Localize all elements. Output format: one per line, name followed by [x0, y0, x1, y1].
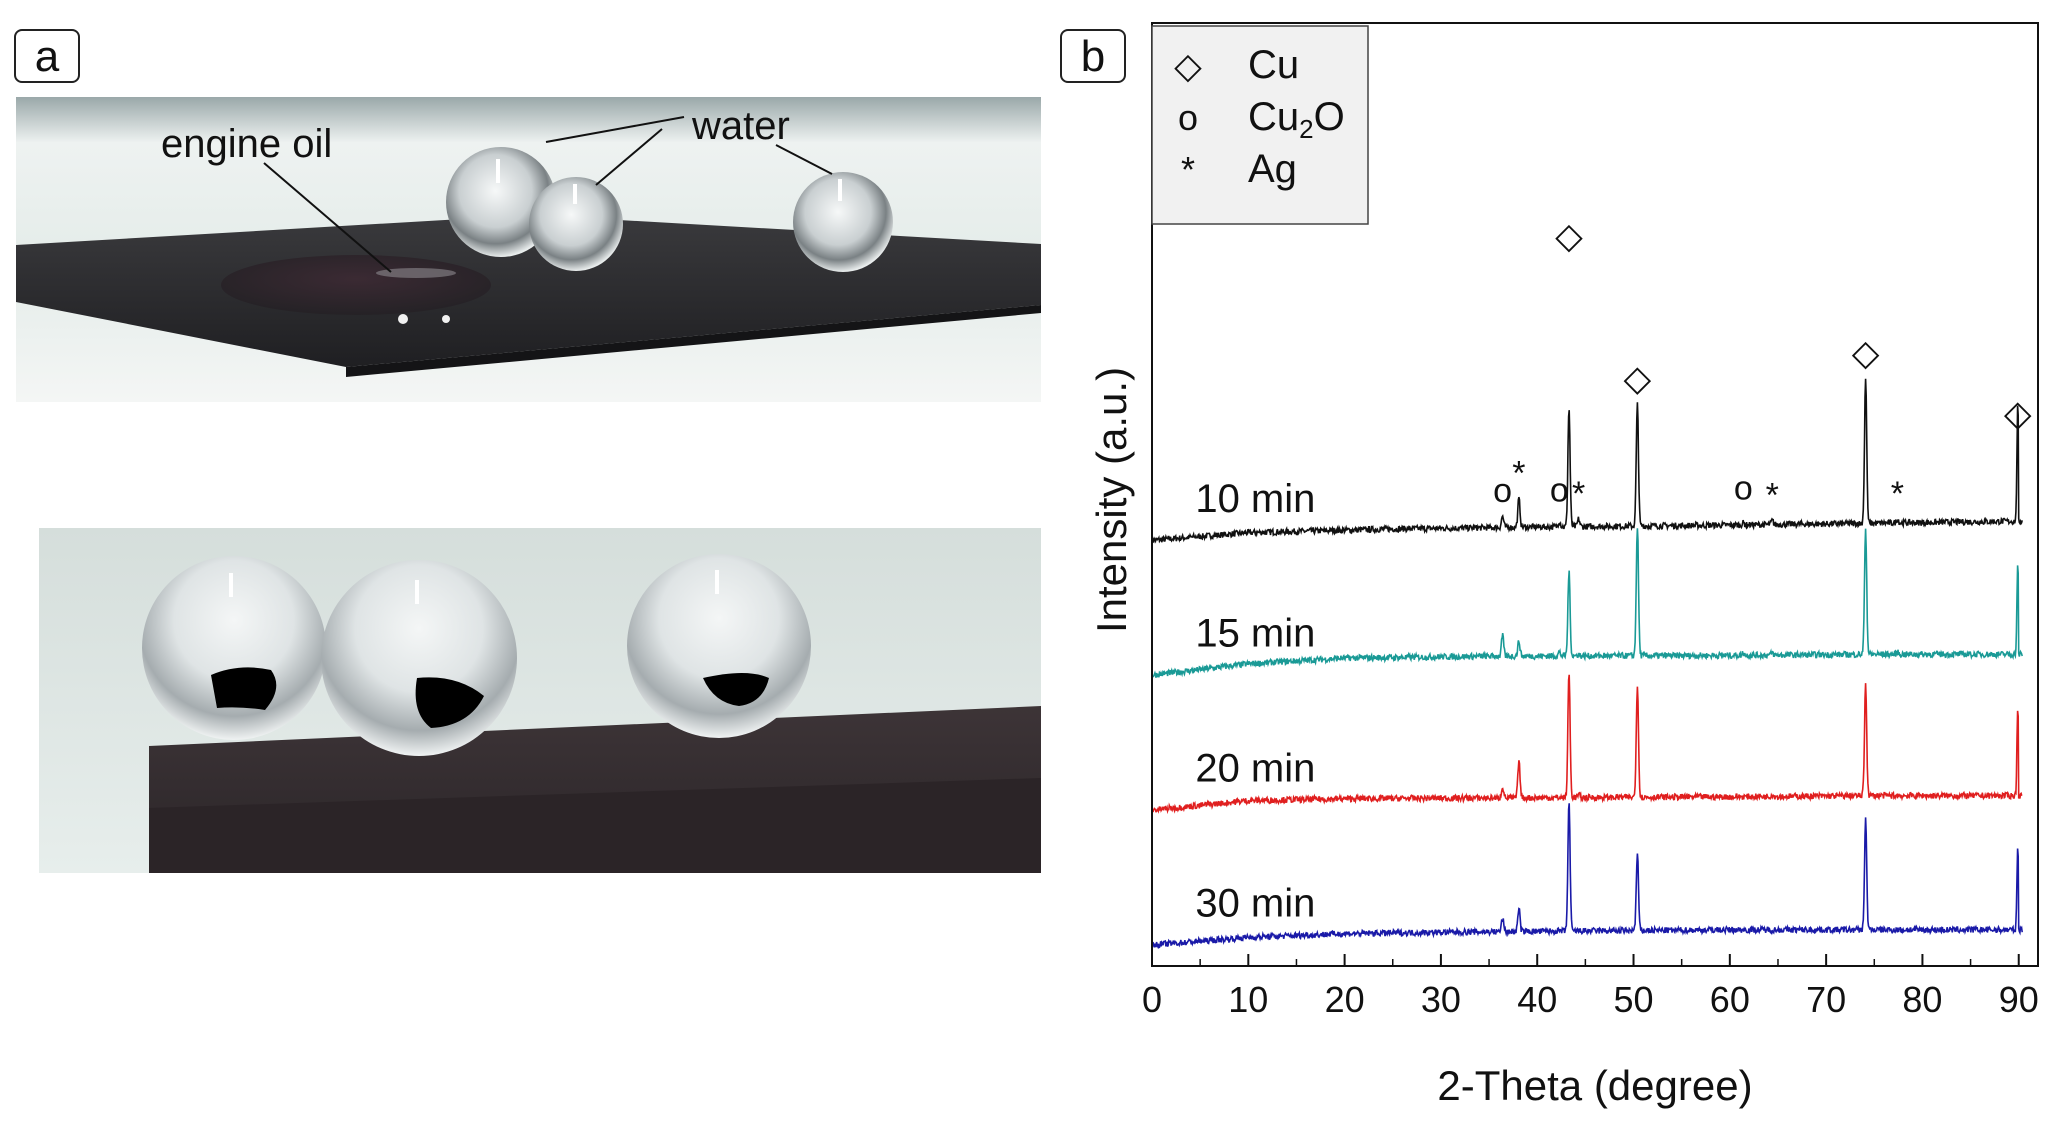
x-tick-label: 30	[1421, 979, 1461, 1020]
legend-label: Cu2O	[1248, 95, 1345, 144]
series-label: 10 min	[1195, 477, 1315, 521]
panel-a-label: a	[14, 29, 80, 83]
legend-label: Ag	[1248, 147, 1297, 191]
x-axis-label: 2-Theta (degree)	[1437, 1062, 1752, 1109]
peak-marker: ◇	[1555, 215, 1583, 256]
x-tick-label: 50	[1613, 979, 1653, 1020]
plot-frame	[1151, 22, 2039, 967]
peak-markers: ◇◇◇◇o * o * o * *	[1493, 215, 2032, 515]
legend-symbol: *	[1181, 149, 1195, 190]
series-30-min	[1151, 803, 2023, 950]
x-axis-ticks: 0 10 20 30 40 50 60 70 80 90	[1142, 954, 2039, 1020]
series-curves	[1151, 378, 2023, 950]
peak-marker: *	[1891, 475, 1904, 513]
legend-symbol: ◇	[1174, 45, 1202, 86]
peak-marker: ◇	[2004, 392, 2032, 433]
water-label: water	[691, 104, 790, 148]
xrd-chart: ◇ ◇ ◇ ◇ o * o * o * * 10 min 15 min 20 min 30 min 0 10…	[1080, 0, 2066, 1129]
peak-marker: *	[1766, 477, 1779, 515]
series-10-min	[1151, 378, 2023, 544]
photo-water-and-oil-droplets: water engine oil	[16, 97, 1041, 402]
legend: ◇ Cu o Cu2O * Ag	[1151, 25, 1369, 225]
series-15-min	[1151, 528, 2023, 679]
x-tick-label: 10	[1228, 979, 1268, 1020]
series-label: 20 min	[1195, 747, 1315, 791]
x-tick-label: 70	[1806, 979, 1846, 1020]
x-tick-label: 60	[1710, 979, 1750, 1020]
peak-marker: o	[1493, 472, 1512, 510]
photo-water-droplets-closeup	[39, 528, 1041, 873]
peak-marker: ◇	[1624, 357, 1652, 398]
x-tick-label: 40	[1517, 979, 1557, 1020]
y-axis-label: Intensity (a.u.)	[1088, 367, 1135, 633]
series-20-min	[1151, 674, 2023, 815]
peak-marker: *	[1572, 475, 1585, 513]
legend-box	[1151, 25, 1369, 225]
x-tick-label: 80	[1902, 979, 1942, 1020]
peak-marker: o	[1734, 470, 1753, 508]
peak-marker: *	[1512, 455, 1525, 493]
panel-b-label: b	[1060, 29, 1126, 83]
peak-marker: ◇	[1852, 332, 1880, 373]
legend-label: Cu	[1248, 43, 1299, 87]
peak-marker: o	[1550, 471, 1569, 509]
x-tick-label: 90	[1999, 979, 2039, 1020]
series-labels: 10 min 15 min 20 min 30 min	[1195, 477, 1315, 926]
series-label: 15 min	[1195, 612, 1315, 656]
x-tick-label: 20	[1325, 979, 1365, 1020]
legend-symbol: o	[1178, 97, 1198, 138]
x-tick-label: 0	[1142, 979, 1162, 1020]
series-label: 30 min	[1195, 882, 1315, 926]
engine-oil-label: engine oil	[161, 122, 332, 166]
